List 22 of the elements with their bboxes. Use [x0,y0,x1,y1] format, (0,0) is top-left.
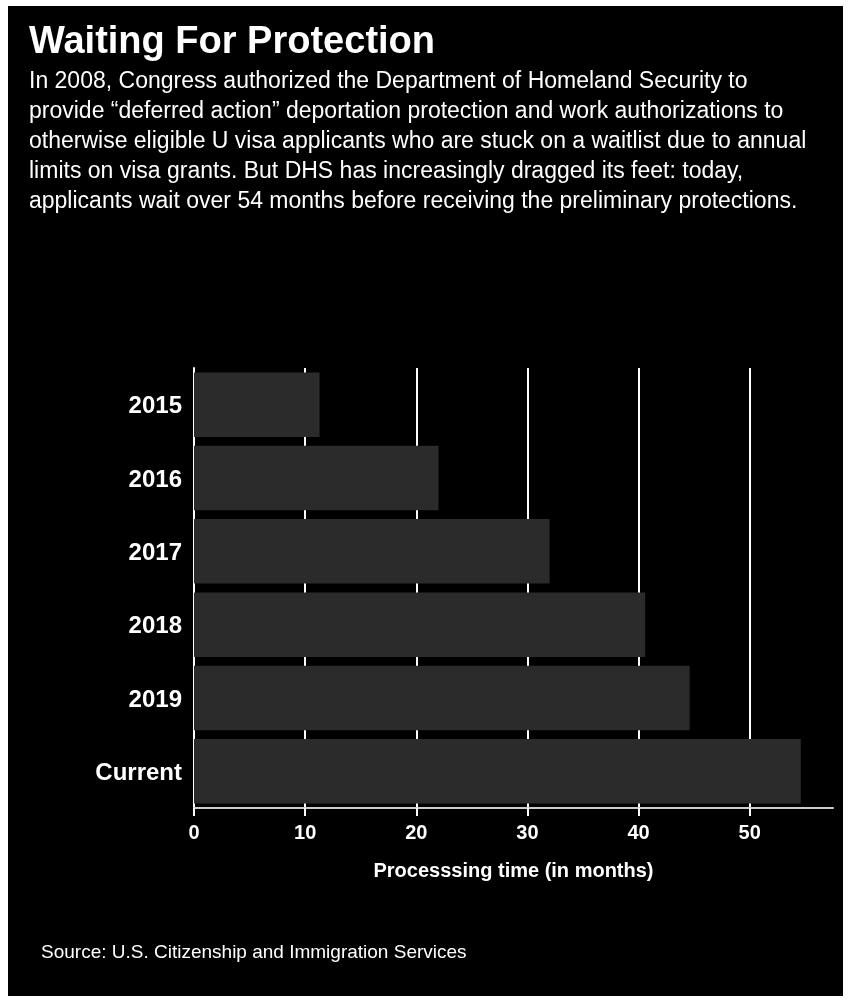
y-tick-label: 2016 [128,464,182,492]
y-tick-label: 2015 [128,391,182,419]
y-tick-label: 2018 [128,611,182,639]
bar [194,665,690,731]
chart-title: Waiting For Protection [29,19,436,61]
y-tick-label: 2017 [128,537,182,565]
bar [194,592,646,657]
y-tick-label: 2019 [128,684,182,712]
bar [194,445,439,511]
y-tick-label: Current [95,757,183,785]
x-tick-label: 50 [738,821,761,843]
source-note: Source: U.S. Citizenship and Immigration Services [41,941,467,962]
x-tick-label: 10 [294,821,317,843]
x-axis-title: Processsing time (in months) [373,859,654,881]
x-tick-label: 40 [627,821,650,843]
bar [194,739,801,804]
x-tick-label: 0 [188,821,200,843]
chart-subtitle: In 2008, Congress authorized the Department of Homeland Security to provide “deferred action” deportation protection and work authorizations to otherwise eligible U visa applicants who are stuck on a waitlist due to annual limits on visa grants. But DHS has increasingly dragged its feet: today, applicants wait over 54 months before receiving the preliminary protections. [29,67,813,213]
x-tick-label: 30 [516,821,539,843]
bar [194,519,550,584]
x-tick-label: 20 [405,821,428,843]
bar [194,372,320,437]
